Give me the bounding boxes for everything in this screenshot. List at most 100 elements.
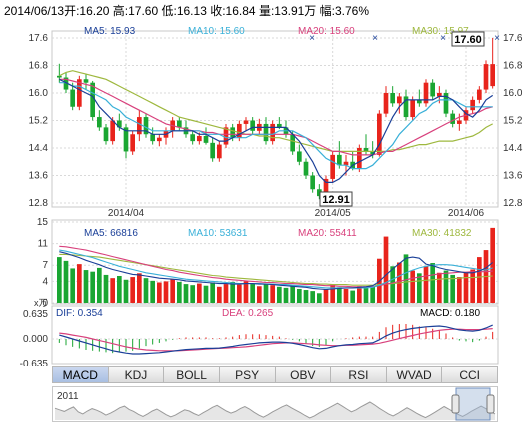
volume-ma30-line: [59, 253, 493, 286]
candle-body: [190, 134, 195, 142]
candle-body: [103, 127, 109, 142]
volume-bar: [110, 278, 115, 303]
legend-ma5: MA5: 15.93: [84, 26, 136, 37]
candle-body: [390, 93, 395, 104]
candle-body: [477, 89, 482, 100]
tab-macd[interactable]: MACD: [52, 366, 109, 383]
candle-body: [197, 135, 202, 142]
candle-body: [130, 134, 135, 152]
price-ytick-right: 16.0: [503, 88, 523, 99]
candle-body: [90, 82, 95, 118]
price-panel[interactable]: 17.6 16.8 16.0 15.2 14.4 13.6 12.8 17.6 16.8 16.…: [29, 26, 523, 219]
tab-boll[interactable]: BOLL: [164, 366, 220, 383]
candle-body: [177, 120, 182, 128]
volume-bar: [317, 293, 322, 303]
candle-body: [363, 148, 369, 152]
tab-rsi[interactable]: RSI: [331, 366, 387, 383]
navigator-selection[interactable]: [455, 387, 491, 421]
volume-bar: [243, 281, 249, 303]
candle-body: [230, 127, 235, 138]
price-moving-averages: × × × ×: [59, 33, 500, 183]
macd-legend: DIF: 0.354 DEA: 0.265 MACD: 0.180: [56, 308, 480, 319]
tab-cci[interactable]: CCI: [442, 366, 498, 383]
volume-bar: [83, 270, 89, 303]
volume-bar: [137, 273, 142, 303]
candle-body: [430, 82, 435, 97]
volume-bar: [350, 290, 355, 303]
candle-body: [303, 161, 309, 176]
legend-ma30: MA30: 15.97: [412, 26, 469, 37]
volume-bar: [303, 290, 309, 303]
high-marker-box: [451, 31, 485, 47]
high-marker: 17.60: [451, 31, 485, 47]
navigator-handle-right[interactable]: [486, 394, 495, 414]
quote-close: 收:16.84: [210, 4, 256, 18]
vol-legend-ma20: MA20: 55411: [298, 228, 357, 239]
volume-bar: [310, 291, 315, 303]
volume-bar: [437, 272, 442, 303]
volume-bar: [237, 284, 242, 303]
volume-bar: [463, 272, 469, 303]
crosshair-marker: ×: [372, 33, 378, 44]
crosshair-marker: ×: [440, 33, 446, 44]
price-ma5-line: [59, 78, 494, 183]
volume-bar: [270, 285, 275, 303]
volume-bar: [57, 257, 62, 303]
volume-panel[interactable]: 15 11 7 4 0 x万 MA5: 66816 MA10: 53631 MA20: …: [34, 217, 499, 309]
volume-bar: [90, 271, 95, 303]
price-ma20-line: [59, 78, 493, 156]
price-ytick-right: 14.4: [503, 143, 523, 154]
volume-bar: [290, 285, 295, 303]
candle-body: [337, 154, 342, 166]
volume-bar: [157, 282, 162, 303]
tab-obv[interactable]: OBV: [275, 366, 332, 383]
volume-bar: [383, 236, 389, 303]
candle-body: [123, 127, 129, 152]
price-xticks: 2014/04 2014/05 2014/06: [108, 208, 485, 219]
price-yticks-left: 17.6 16.8 16.0 15.2 14.4 13.6 12.8: [29, 33, 49, 209]
tab-wvad[interactable]: WVAD: [386, 366, 443, 383]
indicator-tabs: MACD KDJ BOLL PSY OBV RSI WVAD CCI: [52, 366, 498, 383]
candle-body: [277, 123, 282, 128]
vol-legend-ma5: MA5: 66816: [84, 228, 138, 239]
macd-ytick: 0.000: [23, 334, 48, 345]
candle-body: [317, 189, 322, 197]
price-ytick-right: 16.8: [503, 61, 523, 72]
macd-ytick: -0.635: [20, 359, 49, 366]
volume-ytick: 15: [37, 217, 49, 228]
navigator-handle-left[interactable]: [451, 394, 460, 414]
candle-body: [117, 120, 122, 128]
candle-body: [310, 175, 315, 190]
candle-body: [237, 123, 242, 138]
candle-body: [250, 120, 255, 131]
quote-header: 2014/06/13开:16.20 高:17.60 低:16.13 收:16.8…: [0, 0, 531, 22]
volume-bar: [390, 266, 395, 303]
volume-ytick: 4: [42, 276, 48, 287]
macd-panel[interactable]: 0.635 0.000 -0.635 DIF: 0.354 DEA: 0.265 M…: [20, 305, 499, 366]
candle-body: [297, 151, 302, 162]
volume-moving-averages: [59, 245, 494, 291]
price-xtick: 2014/06: [448, 208, 485, 219]
stock-chart[interactable]: 17.6 16.8 16.0 15.2 14.4 13.6 12.8 17.6 16.8 16.…: [0, 0, 531, 366]
candle-body: [77, 79, 82, 107]
tab-psy[interactable]: PSY: [219, 366, 276, 383]
candle-body: [457, 120, 462, 124]
candle-body: [270, 123, 275, 142]
price-ma30-line: [59, 70, 493, 152]
volume-bar: [170, 279, 175, 303]
volume-bar: [283, 287, 289, 303]
price-ytick-left: 16.0: [29, 88, 49, 99]
candle-body: [217, 144, 222, 159]
volume-legend: MA5: 66816 MA10: 53631 MA20: 55411 MA30:…: [84, 228, 472, 239]
candle-body: [370, 151, 375, 155]
price-ytick-left: 13.6: [29, 171, 49, 182]
volume-ma20-line: [59, 245, 493, 288]
low-marker: 12.91: [319, 191, 353, 207]
range-navigator[interactable]: 2011: [52, 386, 498, 422]
tab-kdj[interactable]: KDJ: [108, 366, 165, 383]
candle-body: [143, 117, 149, 135]
low-marker-label: 12.91: [322, 194, 350, 206]
volume-bar: [163, 281, 169, 303]
candle-body: [383, 93, 389, 114]
volume-bar: [250, 283, 255, 303]
